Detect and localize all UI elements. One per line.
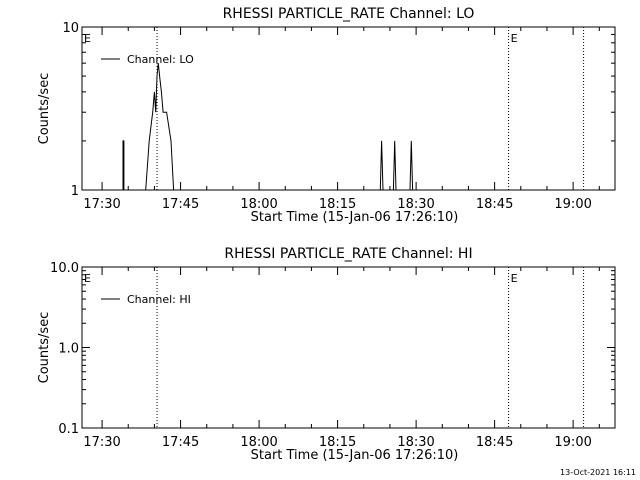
y-tick-label: 10: [62, 21, 79, 36]
x-tick-label: 17:30: [83, 197, 120, 212]
time-marker-label: E: [511, 272, 518, 285]
time-marker-label: E: [511, 32, 518, 45]
x-axis-label: Start Time (15-Jan-06 17:26:10): [251, 210, 459, 225]
y-axis-label: Counts/sec: [37, 312, 52, 384]
y-axis-label: Counts/sec: [37, 73, 52, 145]
x-tick-label: 17:45: [162, 435, 199, 450]
x-tick-label: 18:45: [476, 435, 513, 450]
plot-frame: [81, 26, 616, 191]
x-tick-label: 18:00: [240, 197, 277, 212]
panel-1: RHESSI PARTICLE_RATE Channel: HI 17:30 17:…: [37, 246, 616, 463]
x-tick-label: 19:00: [554, 197, 591, 212]
x-tick-label: 18:30: [397, 197, 434, 212]
x-tick-label: 18:15: [319, 197, 356, 212]
panel-0: RHESSI PARTICLE_RATE Channel: LO 17:30 17:…: [37, 6, 616, 225]
time-marker-label: E: [84, 32, 91, 45]
y-tick-label: 10.0: [50, 261, 79, 276]
y-tick-label: 1: [71, 184, 79, 199]
y-tick-label: 0.1: [58, 422, 79, 437]
plot-frame: [81, 266, 616, 429]
x-tick-label: 18:45: [476, 197, 513, 212]
legend-label: Channel: HI: [127, 293, 191, 306]
x-tick-label: 17:45: [162, 197, 199, 212]
x-tick-label: 18:30: [397, 435, 434, 450]
chart-title: RHESSI PARTICLE_RATE Channel: LO: [223, 6, 475, 22]
x-tick-label: 17:30: [83, 435, 120, 450]
time-marker-label: E: [84, 272, 91, 285]
timestamp-stamp: 13-Oct-2021 16:11: [560, 468, 636, 477]
y-tick-label: 1.0: [58, 342, 79, 357]
series-line: [122, 63, 414, 191]
x-tick-label: 18:00: [240, 435, 277, 450]
x-axis-label: Start Time (15-Jan-06 17:26:10): [251, 448, 459, 463]
legend-label: Channel: LO: [127, 53, 194, 66]
x-tick-label: 18:15: [319, 435, 356, 450]
x-tick-label: 19:00: [554, 435, 591, 450]
chart-title: RHESSI PARTICLE_RATE Channel: HI: [224, 246, 472, 262]
